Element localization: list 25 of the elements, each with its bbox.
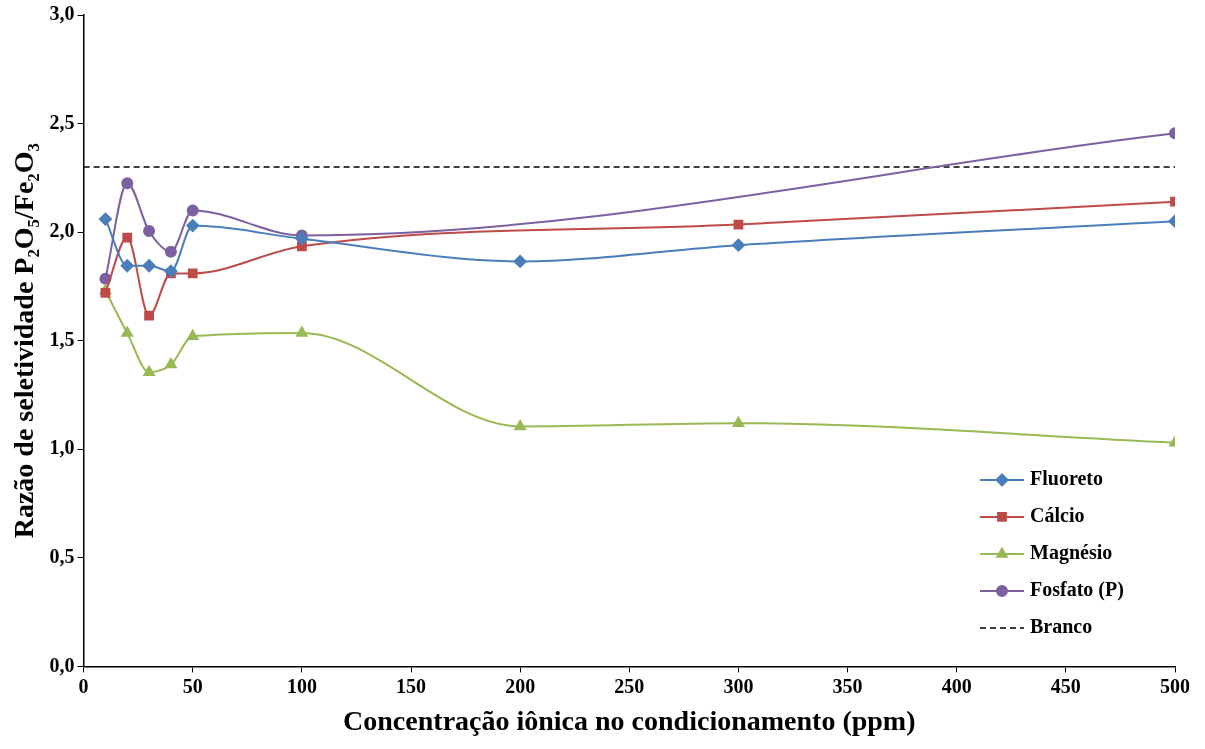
legend-label: Cálcio [1030, 504, 1085, 527]
x-tick-label: 0 [78, 674, 89, 697]
y-tick-label: 0,0 [49, 653, 75, 676]
x-tick-label: 100 [286, 674, 317, 697]
x-axis-title: Concentração iônica no condicionamento (ppm) [343, 705, 916, 737]
y-tick-label: 0,5 [49, 545, 75, 568]
x-tick-label: 200 [505, 674, 536, 697]
x-tick-label: 50 [182, 674, 203, 697]
y-tick-label: 1,0 [49, 436, 75, 459]
y-axis-title: Razão de seletividade P₂O₅/Fe₂O₃ [8, 143, 40, 539]
x-tick-label: 250 [614, 674, 645, 697]
y-tick-label: 1,5 [49, 327, 75, 350]
y-tick-label: 2,0 [49, 219, 75, 242]
x-tick-label: 500 [1160, 674, 1190, 697]
legend-label: Fosfato (P) [1030, 578, 1124, 602]
y-tick-label: 2,5 [49, 110, 75, 133]
x-tick-label: 400 [941, 674, 972, 697]
x-tick-label: 300 [723, 674, 754, 697]
legend-label: Magnésio [1030, 541, 1113, 565]
x-tick-label: 150 [396, 674, 427, 697]
x-tick-label: 450 [1050, 674, 1081, 697]
legend-label: Branco [1030, 615, 1093, 638]
x-tick-label: 350 [832, 674, 863, 697]
y-tick-label: 3,0 [49, 2, 75, 25]
legend-label: Fluoreto [1030, 467, 1103, 490]
